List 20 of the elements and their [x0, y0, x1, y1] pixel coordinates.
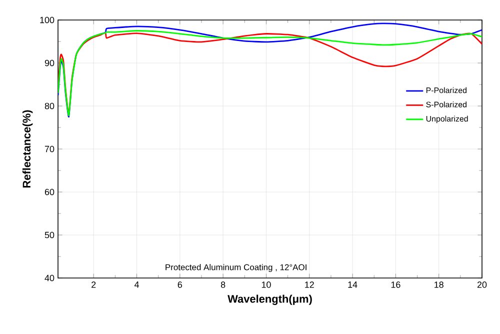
- x-axis-title: Wavelength(μm): [228, 294, 312, 305]
- y-tick-label: 50: [44, 232, 54, 238]
- y-tick-label: 100: [40, 16, 54, 24]
- x-tick-label: 6: [178, 282, 182, 288]
- x-tick-label: 2: [92, 282, 96, 288]
- x-tick-label: 12: [305, 282, 314, 288]
- y-tick-label: 60: [44, 188, 54, 196]
- x-tick-label: 4: [134, 282, 139, 288]
- y-tick-label: 80: [44, 102, 54, 110]
- y-tick-label: 40: [44, 274, 54, 282]
- y-tick-label: 90: [44, 60, 54, 66]
- x-tick-label: 14: [348, 282, 358, 288]
- y-tick-label: 70: [44, 146, 54, 152]
- x-tick-label: 16: [391, 282, 400, 288]
- x-tick-label: 10: [262, 282, 271, 288]
- x-tick-label: 18: [434, 282, 444, 288]
- x-tick-label: 20: [477, 282, 487, 288]
- y-axis-title: Reflectance(%): [22, 110, 33, 188]
- x-tick-label: 8: [220, 282, 226, 288]
- annotation: Protected Aluminum Coating , 12°AOI: [166, 264, 306, 272]
